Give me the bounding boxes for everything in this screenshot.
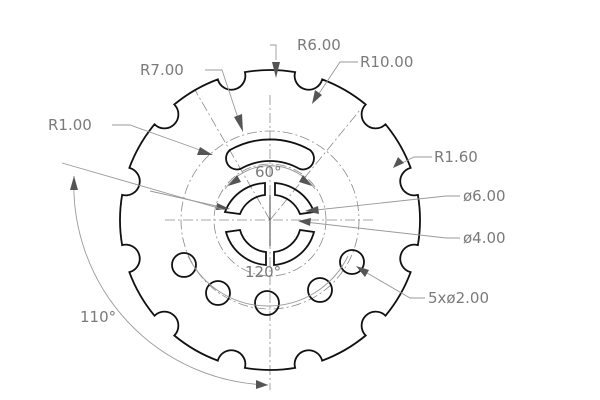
center-hub [223,182,316,266]
bolt-hole [307,277,333,303]
radius-1-6-label: R1.60 [434,148,478,166]
bolt-hole [339,249,365,275]
diameter-4-label: ø4.00 [463,229,506,247]
dimension-lines [61,44,460,389]
radius-10-label: R10.00 [360,53,413,71]
gear-outline [119,69,421,371]
dimension-labels: R6.00 R7.00 R10.00 R1.00 R1.60 60° ø6.00… [48,36,506,326]
angle-110-label: 110° [80,308,116,326]
radius-7-label: R7.00 [140,61,184,79]
angle-60-label: 60° [255,163,282,181]
diameter-6-label: ø6.00 [463,187,506,205]
bolt-holes [171,249,365,316]
bolt-hole [254,290,280,316]
bolt-hole [205,280,231,306]
bolt-hole-count-label: 5xø2.00 [428,289,489,307]
radius-1-label: R1.00 [48,116,92,134]
arc-slot [225,138,315,171]
bolt-hole [171,252,197,278]
angle-120-label: 120° [245,263,281,281]
radius-6-label: R6.00 [297,36,341,54]
